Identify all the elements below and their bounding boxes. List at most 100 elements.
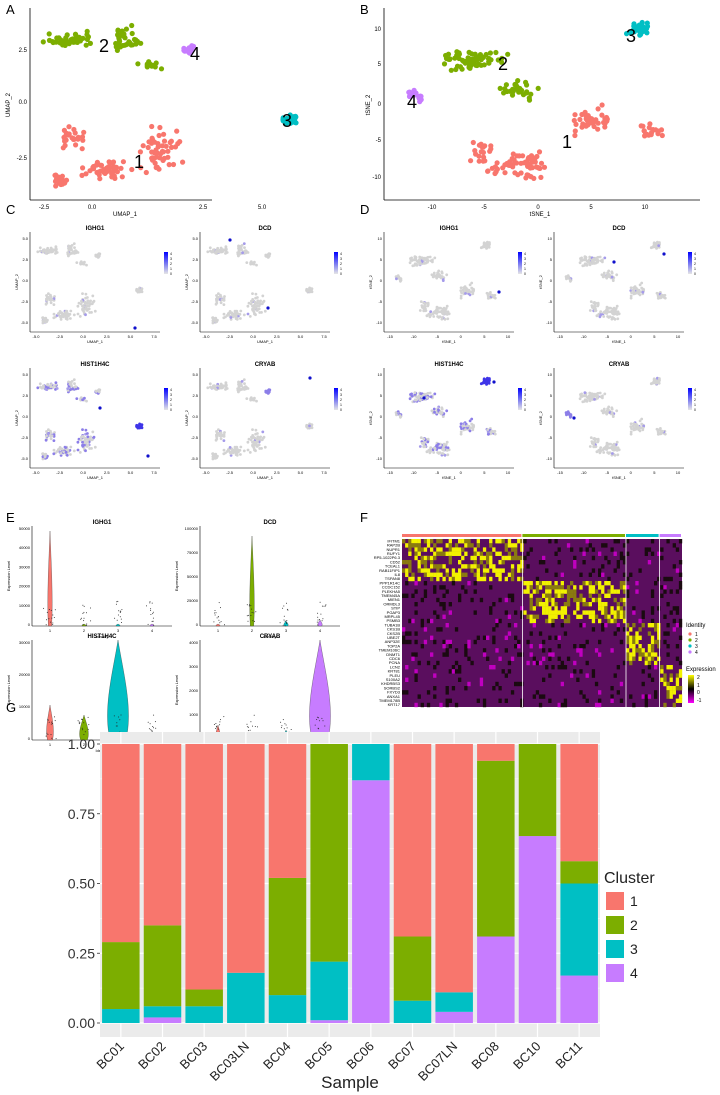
- feature-point: [413, 255, 417, 258]
- violin-jitter-point: [77, 720, 79, 722]
- heatmap-cell: [675, 568, 680, 573]
- feature-ytick: 0.0: [22, 278, 28, 283]
- heatmap-cell: [610, 589, 614, 594]
- heatmap-cell: [451, 572, 456, 577]
- heatmap-cell: [650, 551, 655, 556]
- violin-plot-cryab: CRYAB40003000200010000Expression LevelId…: [174, 634, 340, 753]
- bar-bc04-cluster-2: [268, 877, 307, 996]
- feature-point: [76, 440, 80, 444]
- feature-plot-dcd-umap: DCD-5.0 -2.5 0.0 2.5 5.0 7.55.02.50.0-2.5-5.0…: [184, 226, 342, 344]
- heatmap-cell: [408, 539, 412, 544]
- heatmap-cell: [622, 610, 627, 615]
- violin-jitter-point: [121, 622, 122, 623]
- heatmap-cell: [439, 572, 443, 577]
- heatmap-cell: [442, 551, 446, 556]
- heatmap-cell: [551, 610, 555, 615]
- feature-point-high: [662, 252, 666, 256]
- cluster-1-point: [527, 165, 533, 171]
- violin-identity-3: [115, 623, 121, 627]
- heatmap-cell: [629, 644, 633, 649]
- heatmap-cell: [426, 660, 431, 666]
- heatmap-cell: [675, 686, 680, 691]
- heatmap-cell: [451, 547, 456, 552]
- feature-point: [432, 451, 436, 454]
- violin-jitter-point: [215, 728, 217, 729]
- heatmap-cell: [654, 623, 658, 628]
- feature-point: [215, 294, 218, 297]
- feature-point: [90, 302, 94, 306]
- feature-point: [250, 435, 253, 439]
- violin-jitter-point: [321, 620, 323, 622]
- feature-point: [631, 288, 635, 292]
- heatmap-cell: [417, 539, 421, 544]
- heatmap-cell: [507, 555, 512, 561]
- cluster-2-point: [467, 63, 474, 69]
- violin-jitter-point: [219, 622, 221, 624]
- cluster-2-point: [144, 64, 150, 70]
- feature-xtick: -5: [435, 334, 439, 339]
- heatmap-cell: [473, 589, 477, 594]
- heatmap-cell: [479, 681, 484, 687]
- feature-point: [69, 252, 72, 256]
- heatmap-cell: [445, 551, 449, 556]
- heatmap-cell: [570, 581, 574, 586]
- feature-plot-cryab-tsne: CRYAB-15 -10 -5 0 5 101050-5-10tSNE_1tSNE_243…: [538, 362, 696, 480]
- heatmap-cell: [473, 555, 477, 561]
- cluster-2-point: [454, 52, 460, 59]
- feature-colorbar: [518, 388, 522, 410]
- violin-jitter-point: [290, 729, 292, 730]
- feature-point: [52, 452, 56, 456]
- feature-point: [588, 445, 592, 448]
- violin-jitter-point: [152, 613, 154, 615]
- heatmap-cell: [402, 635, 406, 640]
- feature-point: [84, 313, 87, 317]
- heatmap-cell: [629, 639, 633, 645]
- cluster-2-point: [535, 85, 541, 91]
- heatmap-cell: [520, 576, 524, 582]
- heatmap-cell: [554, 602, 558, 607]
- feature-colorbar-tick: 0: [170, 408, 172, 412]
- feature-point: [638, 293, 642, 297]
- feature-point: [42, 248, 45, 252]
- bar-bc11-cluster-3: [560, 883, 598, 976]
- heatmap-cell: [632, 610, 636, 615]
- feature-point: [219, 295, 223, 299]
- heatmap-cell: [461, 585, 465, 590]
- feature-point: [254, 449, 257, 453]
- feature-point: [589, 436, 593, 439]
- violin-jitter-point: [320, 613, 322, 615]
- feature-point: [579, 393, 582, 396]
- feature-point: [468, 429, 472, 433]
- heatmap-cell: [622, 589, 627, 594]
- feature-point-high: [98, 406, 102, 410]
- feature-point: [657, 432, 660, 436]
- feature-point: [206, 250, 210, 254]
- heatmap-cell: [433, 585, 437, 590]
- heatmap-cell: [604, 610, 608, 615]
- heatmap-cell: [545, 665, 549, 670]
- feature-colorbar-tick: 4: [694, 388, 696, 392]
- cluster-1-point: [502, 170, 508, 176]
- heatmap-cell: [520, 539, 524, 544]
- heatmap-cell: [451, 686, 456, 691]
- violin-plot-ighg1: IGHG150000400003000020000100000Expressio…: [6, 520, 172, 639]
- heatmap-cell: [479, 677, 484, 682]
- heatmap-gene-label: UBE2T: [387, 635, 400, 640]
- feature-point: [224, 381, 228, 384]
- violin-xtick: 1: [49, 628, 52, 633]
- heatmap-cell: [442, 602, 446, 607]
- feature-point: [225, 387, 229, 390]
- heatmap-cell: [448, 539, 452, 544]
- feature-point: [42, 384, 45, 388]
- heatmap-cell: [594, 681, 599, 687]
- feature-point-high: [612, 260, 616, 264]
- heatmap-cell: [458, 669, 462, 674]
- violin-jitter-point: [81, 718, 82, 720]
- heatmap-cell: [548, 656, 552, 661]
- heatmap-cell: [473, 547, 477, 552]
- violin-jitter-point: [114, 617, 116, 619]
- violin-jitter-point: [287, 609, 289, 611]
- feature-point: [599, 259, 603, 263]
- heatmap-cell: [669, 610, 673, 615]
- feature-point: [49, 385, 53, 389]
